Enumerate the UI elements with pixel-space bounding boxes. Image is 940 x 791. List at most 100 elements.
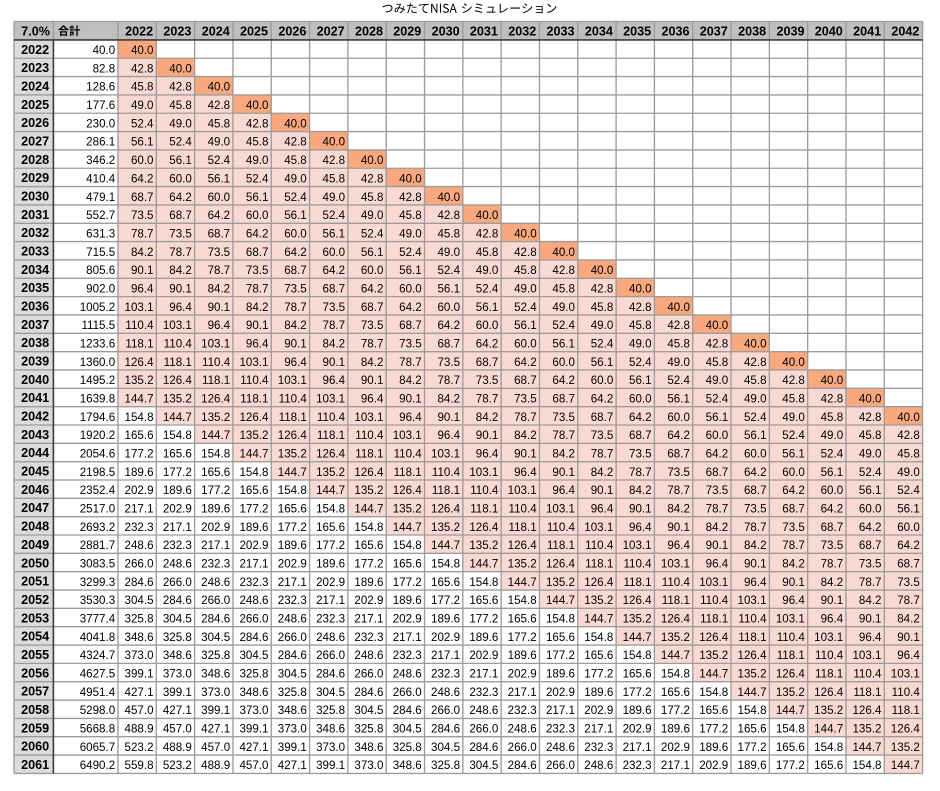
svg-text:68.7: 68.7 <box>131 191 154 204</box>
svg-text:144.7: 144.7 <box>623 631 652 644</box>
svg-text:84.2: 84.2 <box>208 282 231 295</box>
svg-text:189.6: 189.6 <box>661 723 690 736</box>
svg-text:248.6: 248.6 <box>163 558 192 571</box>
svg-text:56.1: 56.1 <box>897 502 920 515</box>
svg-text:304.5: 304.5 <box>125 594 154 607</box>
svg-text:154.8: 154.8 <box>661 668 690 681</box>
svg-text:40.0: 40.0 <box>782 356 805 369</box>
svg-text:90.1: 90.1 <box>859 613 882 626</box>
svg-text:42.8: 42.8 <box>552 264 575 277</box>
svg-text:304.5: 304.5 <box>239 649 268 662</box>
svg-text:266.0: 266.0 <box>469 723 498 736</box>
svg-text:1794.6: 1794.6 <box>80 411 115 424</box>
svg-text:6490.2: 6490.2 <box>80 759 115 772</box>
svg-text:49.0: 49.0 <box>706 374 729 387</box>
svg-text:78.7: 78.7 <box>591 447 614 460</box>
svg-text:110.4: 110.4 <box>853 668 882 681</box>
svg-text:126.4: 126.4 <box>201 392 231 405</box>
svg-text:2693.2: 2693.2 <box>80 521 115 534</box>
svg-text:40.0: 40.0 <box>361 154 384 167</box>
svg-text:165.6: 165.6 <box>469 594 498 607</box>
svg-text:64.2: 64.2 <box>667 429 690 442</box>
svg-text:110.4: 110.4 <box>355 429 384 442</box>
svg-text:304.5: 304.5 <box>163 613 192 626</box>
svg-text:457.0: 457.0 <box>201 741 230 754</box>
svg-text:64.2: 64.2 <box>591 392 614 405</box>
svg-text:40.0: 40.0 <box>514 227 537 240</box>
svg-text:373.0: 373.0 <box>125 649 154 662</box>
svg-text:49.0: 49.0 <box>131 99 154 112</box>
svg-text:84.2: 84.2 <box>323 337 346 350</box>
svg-text:410.4: 410.4 <box>86 172 116 185</box>
svg-text:56.1: 56.1 <box>246 191 269 204</box>
svg-text:84.2: 84.2 <box>821 576 844 589</box>
svg-text:128.6: 128.6 <box>86 81 115 94</box>
svg-text:2041: 2041 <box>853 25 881 39</box>
svg-text:73.5: 73.5 <box>821 539 844 552</box>
svg-text:2051: 2051 <box>21 575 49 589</box>
svg-text:1495.2: 1495.2 <box>80 374 115 387</box>
svg-text:2517.0: 2517.0 <box>80 502 115 515</box>
svg-text:103.1: 103.1 <box>699 576 728 589</box>
svg-text:52.4: 52.4 <box>629 356 652 369</box>
svg-text:165.6: 165.6 <box>278 502 307 515</box>
svg-text:266.0: 266.0 <box>163 576 192 589</box>
svg-text:2036: 2036 <box>661 25 689 39</box>
svg-text:45.8: 45.8 <box>131 81 154 94</box>
svg-text:96.4: 96.4 <box>744 576 767 589</box>
svg-text:230.0: 230.0 <box>86 117 115 130</box>
svg-text:135.2: 135.2 <box>354 484 383 497</box>
svg-text:2037: 2037 <box>21 318 49 332</box>
svg-text:2029: 2029 <box>21 171 49 185</box>
svg-text:103.1: 103.1 <box>316 392 345 405</box>
svg-text:45.8: 45.8 <box>169 99 192 112</box>
svg-text:2054: 2054 <box>21 630 49 644</box>
svg-text:154.8: 154.8 <box>163 429 192 442</box>
svg-text:103.1: 103.1 <box>661 558 690 571</box>
svg-text:45.8: 45.8 <box>552 282 575 295</box>
svg-text:64.2: 64.2 <box>744 466 767 479</box>
svg-text:56.1: 56.1 <box>552 337 575 350</box>
svg-text:78.7: 78.7 <box>399 356 422 369</box>
svg-text:90.1: 90.1 <box>361 374 384 387</box>
svg-text:4324.7: 4324.7 <box>80 649 115 662</box>
svg-text:2030: 2030 <box>432 25 460 39</box>
svg-text:232.3: 232.3 <box>431 668 460 681</box>
svg-text:40.0: 40.0 <box>131 44 154 57</box>
svg-text:2027: 2027 <box>21 134 49 148</box>
svg-text:56.1: 56.1 <box>131 136 154 149</box>
svg-text:1005.2: 1005.2 <box>80 301 115 314</box>
svg-text:2048: 2048 <box>21 520 49 534</box>
svg-text:84.2: 84.2 <box>514 429 537 442</box>
svg-text:2061: 2061 <box>21 758 49 772</box>
svg-text:348.6: 348.6 <box>125 631 154 644</box>
svg-text:284.6: 284.6 <box>201 613 230 626</box>
svg-text:45.8: 45.8 <box>437 227 460 240</box>
svg-text:805.6: 805.6 <box>86 264 115 277</box>
svg-text:64.2: 64.2 <box>437 319 460 332</box>
svg-text:284.6: 284.6 <box>316 668 345 681</box>
svg-text:2057: 2057 <box>21 685 49 699</box>
svg-text:202.9: 202.9 <box>278 558 307 571</box>
svg-text:126.4: 126.4 <box>163 374 193 387</box>
svg-text:144.7: 144.7 <box>776 704 805 717</box>
svg-text:248.6: 248.6 <box>431 686 460 699</box>
svg-text:60.0: 60.0 <box>859 502 882 515</box>
svg-text:78.7: 78.7 <box>476 392 499 405</box>
svg-text:96.4: 96.4 <box>859 631 882 644</box>
svg-text:110.4: 110.4 <box>585 539 614 552</box>
svg-text:49.0: 49.0 <box>476 264 499 277</box>
svg-text:60.0: 60.0 <box>399 282 422 295</box>
svg-text:56.1: 56.1 <box>323 227 346 240</box>
svg-text:68.7: 68.7 <box>744 484 767 497</box>
svg-text:189.6: 189.6 <box>278 539 307 552</box>
svg-text:202.9: 202.9 <box>393 613 422 626</box>
svg-text:52.4: 52.4 <box>131 117 154 130</box>
svg-text:90.1: 90.1 <box>782 576 805 589</box>
svg-text:217.1: 217.1 <box>661 759 690 772</box>
svg-text:2028: 2028 <box>21 153 49 167</box>
svg-text:189.6: 189.6 <box>163 484 192 497</box>
svg-text:45.8: 45.8 <box>859 429 882 442</box>
svg-text:144.7: 144.7 <box>852 741 881 754</box>
svg-text:165.6: 165.6 <box>661 686 690 699</box>
